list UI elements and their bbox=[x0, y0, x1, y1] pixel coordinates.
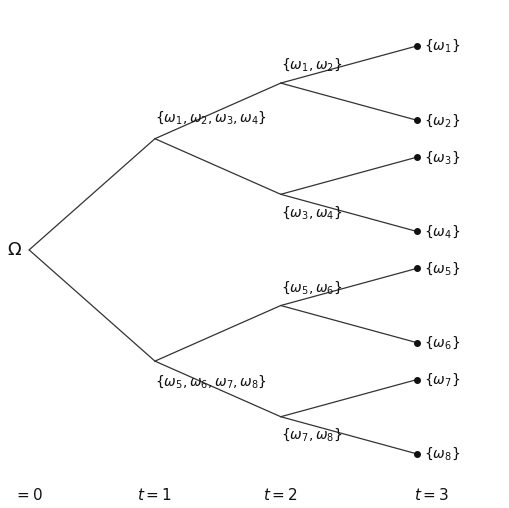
Text: $\{\omega_8\}$: $\{\omega_8\}$ bbox=[423, 446, 460, 462]
Text: $\Omega$: $\Omega$ bbox=[7, 241, 21, 259]
Text: $t = 2$: $t = 2$ bbox=[263, 487, 298, 503]
Text: $= 0$: $= 0$ bbox=[14, 487, 44, 503]
Text: $\{\omega_3,\omega_4\}$: $\{\omega_3,\omega_4\}$ bbox=[280, 204, 342, 221]
Text: $\{\omega_5,\omega_6\}$: $\{\omega_5,\omega_6\}$ bbox=[280, 279, 342, 296]
Text: $\{\omega_4\}$: $\{\omega_4\}$ bbox=[423, 223, 460, 240]
Text: $\{\omega_1,\omega_2\}$: $\{\omega_1,\omega_2\}$ bbox=[280, 56, 342, 73]
Text: $\{\omega_3\}$: $\{\omega_3\}$ bbox=[423, 149, 460, 166]
Text: $\{\omega_5,\omega_6,\omega_7,\omega_8\}$: $\{\omega_5,\omega_6,\omega_7,\omega_8\}… bbox=[155, 373, 267, 390]
Text: $\{\omega_1,\omega_2,\omega_3,\omega_4\}$: $\{\omega_1,\omega_2,\omega_3,\omega_4\}… bbox=[155, 110, 267, 126]
Text: $\{\omega_2\}$: $\{\omega_2\}$ bbox=[423, 112, 460, 129]
Text: $t = 3$: $t = 3$ bbox=[413, 487, 448, 503]
Text: $\{\omega_7\}$: $\{\omega_7\}$ bbox=[423, 371, 460, 388]
Text: $\{\omega_1\}$: $\{\omega_1\}$ bbox=[423, 38, 460, 54]
Text: $\{\omega_7,\omega_8\}$: $\{\omega_7,\omega_8\}$ bbox=[280, 427, 342, 443]
Text: $\{\omega_6\}$: $\{\omega_6\}$ bbox=[423, 334, 460, 351]
Text: $t = 1$: $t = 1$ bbox=[137, 487, 172, 503]
Text: $\{\omega_5\}$: $\{\omega_5\}$ bbox=[423, 260, 460, 277]
